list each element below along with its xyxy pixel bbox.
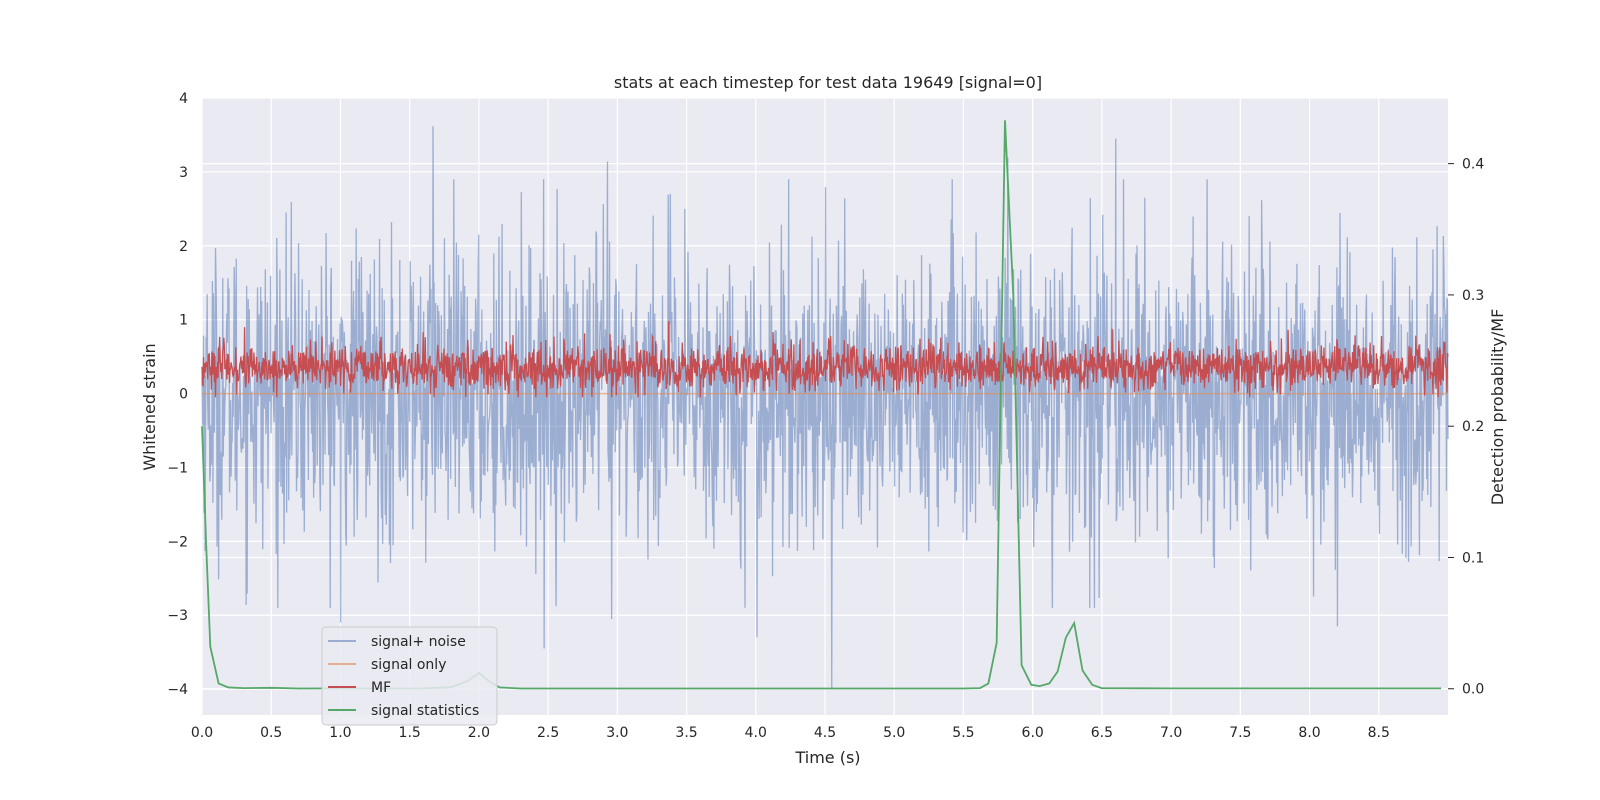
legend-box [321, 626, 498, 726]
x-tick-label: 7.5 [1229, 725, 1251, 741]
x-tick-label: 2.5 [537, 725, 559, 741]
signal-noise-line [201, 126, 1449, 690]
legend-label: signal only [371, 657, 446, 673]
chart-title: stats at each timestep for test data 196… [614, 73, 1042, 92]
y-right-tick-label: 0.4 [1462, 157, 1484, 173]
y-left-tick-label: −1 [167, 460, 188, 476]
y-right-tick-label: 0.1 [1462, 550, 1484, 566]
x-tick-label: 1.5 [399, 725, 421, 741]
x-tick-label: 2.0 [468, 725, 490, 741]
y-right-tick-label: 0.2 [1462, 419, 1484, 435]
legend: signal+ noise signal only MF signal statist… [321, 626, 498, 726]
x-tick-label: 1.0 [329, 725, 351, 741]
x-tick-label: 8.0 [1298, 725, 1320, 741]
y-left-tick-label: 4 [179, 91, 188, 107]
signal-statistics-line [201, 120, 1442, 690]
x-tick-label: 8.5 [1368, 725, 1390, 741]
x-tick-label: 7.0 [1160, 725, 1182, 741]
plot-area [201, 120, 1449, 690]
y-axis-right-title: Detection probability/MF [1488, 309, 1507, 506]
x-tick-label: 3.5 [675, 725, 697, 741]
x-axis: 0.0 0.5 1.0 1.5 2.0 2.5 3.0 3.5 4.0 4.5 5.0 5.5 6.0 6… [191, 725, 1390, 741]
y-right-tick-label: 0.0 [1462, 682, 1484, 698]
y-axis-left-title: Whitened strain [140, 343, 159, 470]
y-left-tick-label: 2 [179, 239, 188, 255]
x-tick-label: 0.0 [191, 725, 213, 741]
y-axis-right: 0.4 0.3 0.2 0.1 0.0 [1448, 157, 1484, 698]
x-tick-label: 5.5 [952, 725, 974, 741]
x-tick-label: 6.0 [1022, 725, 1044, 741]
x-tick-label: 4.0 [745, 725, 767, 741]
x-axis-title: Time (s) [794, 748, 860, 767]
x-tick-label: 4.5 [814, 725, 836, 741]
y-left-tick-label: 3 [179, 165, 188, 181]
legend-label: MF [371, 680, 391, 696]
x-tick-label: 3.0 [606, 725, 628, 741]
mf-line [201, 321, 1449, 398]
y-right-tick-label: 0.3 [1462, 288, 1484, 304]
y-left-tick-label: −3 [167, 608, 188, 624]
legend-label: signal statistics [371, 703, 479, 719]
y-left-tick-label: 0 [179, 387, 188, 403]
y-left-tick-label: −2 [167, 534, 188, 550]
y-left-tick-label: −4 [167, 682, 188, 698]
x-tick-label: 6.5 [1091, 725, 1113, 741]
y-axis-left: 4 3 2 1 0 −1 −2 −3 −4 [167, 91, 188, 698]
legend-label: signal+ noise [371, 634, 466, 650]
x-tick-label: 5.0 [883, 725, 905, 741]
x-tick-label: 0.5 [260, 725, 282, 741]
y-left-tick-label: 1 [179, 313, 188, 329]
